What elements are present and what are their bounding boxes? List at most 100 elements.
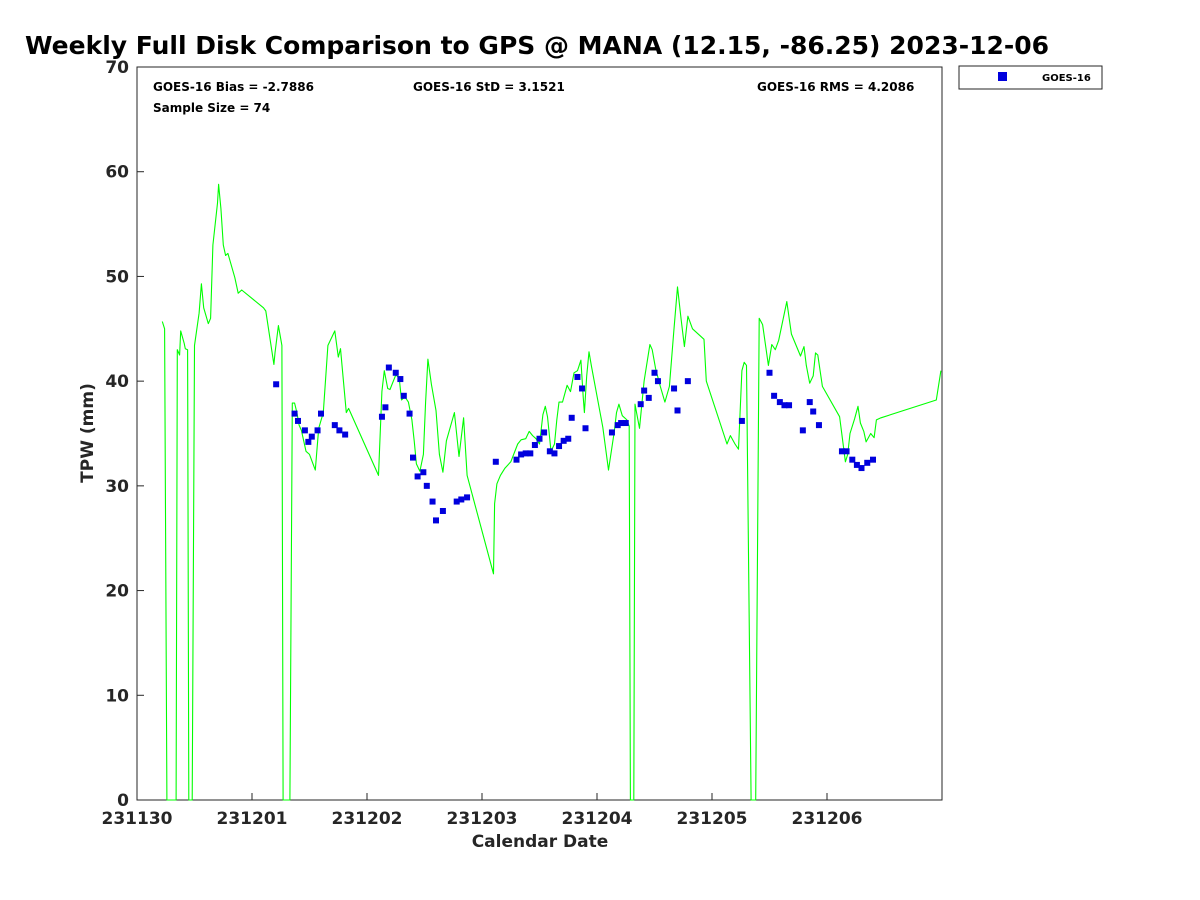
goes16-point — [815, 422, 822, 429]
goes16-point — [527, 450, 534, 457]
y-axis-label: TPW (mm) — [78, 383, 98, 483]
goes16-point — [414, 473, 421, 480]
goes16-point — [536, 435, 543, 442]
goes16-point — [645, 394, 652, 401]
goes16-point — [531, 442, 538, 449]
goes16-point — [392, 369, 399, 376]
goes16-point — [429, 498, 436, 505]
x-tick-label: 231203 — [447, 809, 518, 829]
goes16-point — [433, 517, 439, 524]
goes16-point — [378, 413, 385, 420]
goes16-point — [671, 385, 678, 392]
goes16-point — [522, 450, 529, 457]
plot-area — [136, 66, 943, 801]
goes16-point — [336, 427, 343, 434]
goes16-point — [651, 369, 658, 376]
y-tick-label: 30 — [105, 477, 129, 497]
goes16-point — [423, 482, 430, 489]
x-axis-label: Calendar Date — [472, 832, 609, 852]
goes16-point — [546, 448, 553, 455]
goes16-point — [492, 458, 499, 465]
goes16-point — [810, 408, 817, 415]
goes16-point — [853, 461, 860, 468]
goes16-point — [464, 494, 471, 501]
y-tick-label: 0 — [117, 791, 129, 811]
rms-stat: GOES-16 RMS = 4.2086 — [757, 80, 914, 94]
goes16-point — [654, 378, 661, 385]
goes16-point — [766, 369, 773, 376]
legend-marker-goes16 — [998, 72, 1007, 81]
goes16-point — [400, 392, 407, 399]
goes16-point — [513, 456, 520, 463]
goes16-point — [849, 456, 856, 463]
goes16-point — [318, 410, 324, 417]
goes16-point — [560, 437, 567, 444]
sample-size-stat: Sample Size = 74 — [153, 101, 270, 115]
goes16-point — [574, 373, 581, 380]
goes16-point — [551, 450, 558, 457]
y-axis: 0 10 20 30 40 50 60 70 — [105, 58, 144, 811]
legend-label-goes16: GOES-16 — [1042, 73, 1091, 84]
goes16-point — [771, 392, 778, 399]
goes16-point — [637, 401, 644, 408]
goes16-point — [781, 402, 788, 409]
goes16-point — [420, 469, 427, 476]
goes16-point — [439, 507, 446, 514]
goes16-point — [838, 448, 845, 455]
goes16-point — [565, 435, 572, 442]
goes16-point — [453, 498, 460, 505]
goes16-point — [618, 420, 625, 427]
goes16-point — [684, 378, 691, 385]
goes16-point — [342, 431, 349, 438]
goes16-point — [858, 465, 865, 472]
goes16-point — [314, 427, 321, 434]
y-tick-label: 50 — [105, 267, 129, 287]
goes16-point — [541, 429, 548, 436]
goes16-point — [308, 433, 315, 440]
goes16-point — [786, 402, 793, 409]
gps-series — [161, 183, 942, 801]
goes16-point — [458, 496, 465, 503]
goes16-point — [568, 414, 575, 421]
x-tick-label: 231205 — [677, 809, 748, 829]
goes16-point — [806, 399, 813, 406]
goes16-point — [641, 387, 648, 394]
goes16-point — [843, 448, 850, 455]
goes16-point — [291, 410, 298, 417]
x-tick-label: 231201 — [217, 809, 288, 829]
goes16-point — [406, 410, 413, 417]
goes16-point — [738, 417, 745, 424]
goes16-point — [518, 451, 525, 458]
x-tick-label: 231202 — [332, 809, 403, 829]
y-tick-label: 40 — [105, 372, 129, 392]
goes16-point — [385, 364, 392, 371]
goes16-point — [582, 425, 589, 432]
goes16-point — [608, 429, 615, 436]
legend: GOES-16 — [958, 65, 1103, 90]
std-stat: GOES-16 StD = 3.1521 — [413, 80, 565, 94]
goes16-point — [622, 420, 629, 427]
x-tick-label: 231206 — [792, 809, 863, 829]
gps-line — [161, 183, 942, 801]
goes16-point — [273, 381, 280, 388]
goes16-series — [273, 364, 876, 524]
goes16-point — [301, 427, 308, 434]
legend-box — [958, 65, 1103, 90]
goes16-point — [674, 407, 681, 414]
y-tick-label: 10 — [105, 686, 129, 706]
goes16-point — [776, 399, 783, 406]
goes16-point — [614, 422, 621, 429]
goes16-point — [410, 454, 416, 461]
bias-stat: GOES-16 Bias = -2.7886 — [153, 80, 314, 94]
chart-title: Weekly Full Disk Comparison to GPS @ MAN… — [25, 31, 1049, 60]
goes16-point — [870, 456, 876, 463]
goes16-point — [331, 422, 338, 429]
x-axis: 231130 231201 231202 231203 231204 231205 2312… — [102, 793, 863, 829]
y-tick-label: 70 — [105, 58, 129, 78]
y-tick-label: 60 — [105, 163, 129, 183]
goes16-point — [579, 385, 586, 392]
x-tick-label: 231130 — [102, 809, 173, 829]
goes16-point — [295, 417, 301, 424]
goes16-point — [864, 459, 871, 466]
